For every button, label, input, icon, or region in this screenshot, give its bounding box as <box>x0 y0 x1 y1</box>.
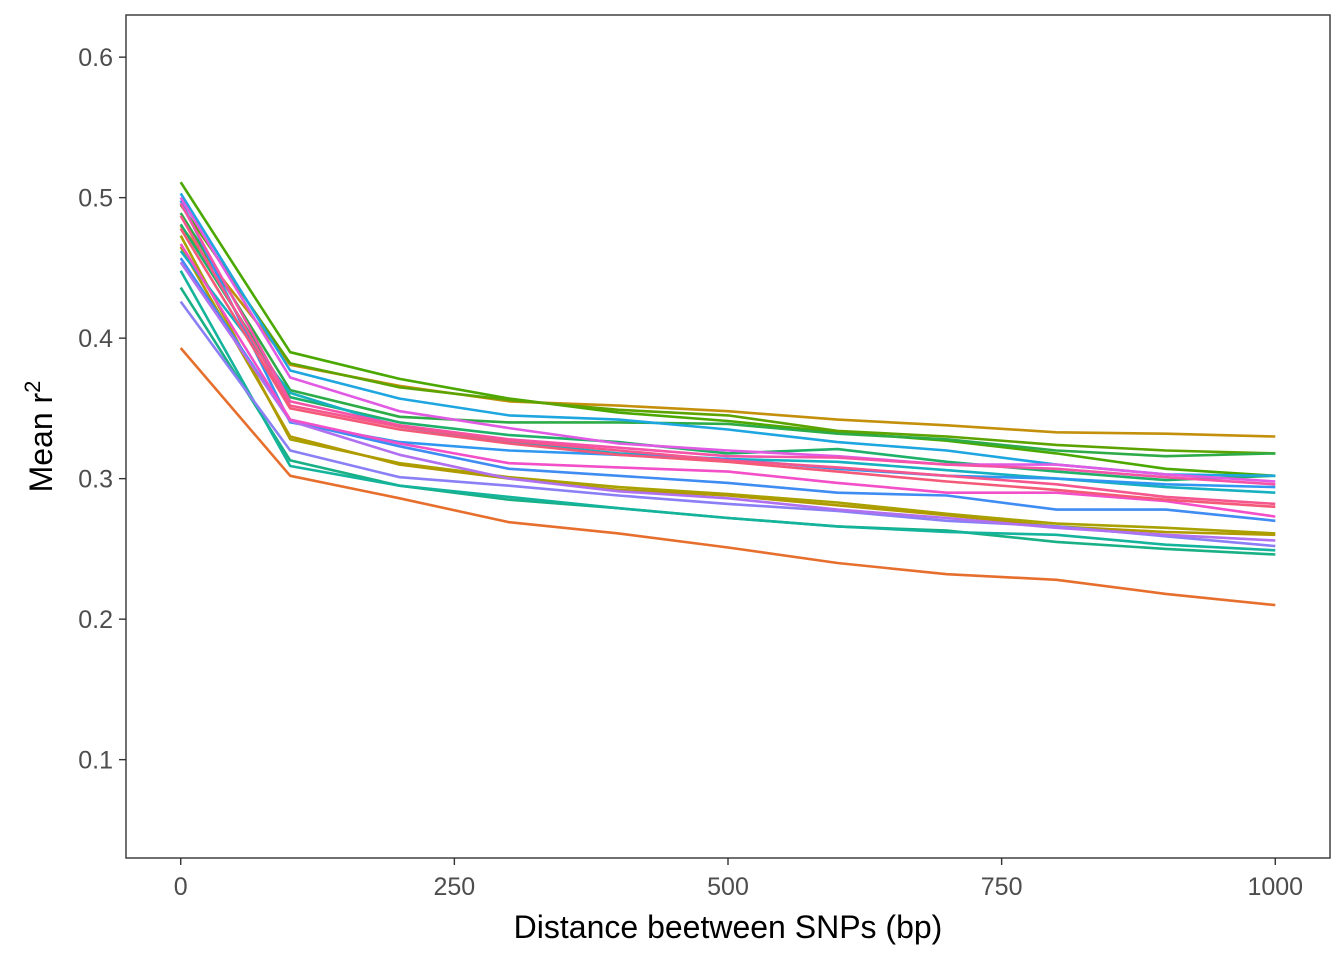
series-line-1 <box>179 347 1276 607</box>
y-axis-title-superscript: 2 <box>20 381 45 393</box>
series-line-4 <box>179 246 1276 537</box>
y-axis: 0.1 0.2 0.3 0.4 0.5 0.6 <box>78 44 126 775</box>
x-tick-label: 0 <box>174 873 188 901</box>
y-axis-title-main: Mean r <box>23 392 59 492</box>
x-tick-label: 750 <box>981 873 1023 901</box>
series-line-5 <box>179 181 1276 478</box>
series-line-6 <box>179 203 1276 455</box>
y-tick-label: 0.3 <box>78 466 113 494</box>
x-tick-label: 250 <box>434 873 476 901</box>
x-tick-label: 500 <box>707 873 749 901</box>
series-line-21 <box>179 227 1276 509</box>
series-layer <box>179 181 1276 607</box>
series-line-14 <box>179 257 1276 523</box>
x-tick-label: 1000 <box>1247 873 1303 901</box>
series-line-17 <box>179 196 1276 483</box>
y-tick-label: 0.2 <box>78 606 113 634</box>
x-axis-title: Distance beetween SNPs (bp) <box>514 909 943 945</box>
y-tick-label: 0.4 <box>78 325 113 353</box>
y-tick-label: 0.5 <box>78 185 113 213</box>
series-line-19 <box>179 202 1276 486</box>
series-line-16 <box>179 261 1276 542</box>
y-tick-label: 0.1 <box>78 747 113 775</box>
y-axis-title: Mean r2 <box>20 381 60 493</box>
series-line-7 <box>179 212 1276 458</box>
series-line-20 <box>179 215 1276 506</box>
series-line-10 <box>179 270 1276 552</box>
series-line-8 <box>179 223 1276 482</box>
x-axis: 0 250 500 750 1000 <box>174 858 1303 901</box>
y-tick-label: 0.6 <box>78 44 113 72</box>
series-line-18 <box>179 243 1276 518</box>
